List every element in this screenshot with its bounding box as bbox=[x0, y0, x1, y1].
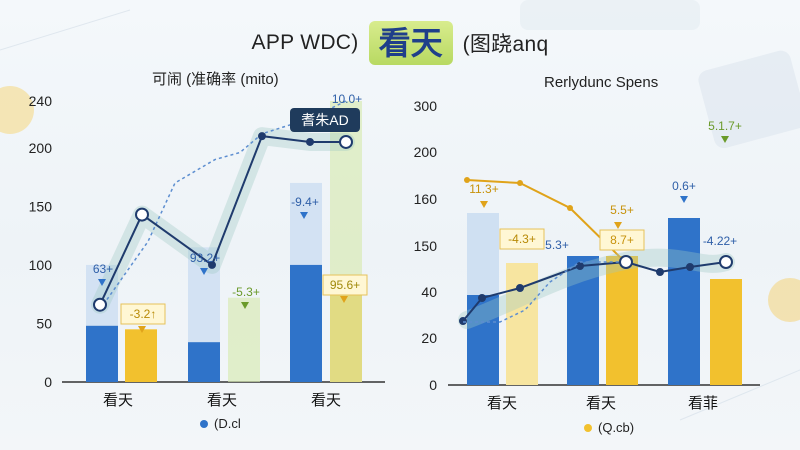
yellow-trend-line bbox=[466, 179, 626, 263]
trend-point bbox=[656, 268, 664, 276]
marker-triangle bbox=[98, 279, 106, 286]
y-tick-label: 100 bbox=[29, 257, 53, 273]
data-label: -4.3+ bbox=[508, 232, 536, 246]
bar-yellow bbox=[125, 329, 157, 382]
legend-dot-yellow bbox=[584, 423, 592, 432]
data-label: 5.1.7+ bbox=[708, 119, 742, 133]
marker-triangle bbox=[200, 268, 208, 275]
trend-point bbox=[258, 132, 266, 141]
y-tick-label: 20 bbox=[421, 330, 437, 346]
y-tick-label: 0 bbox=[44, 374, 52, 390]
bar-blue bbox=[86, 325, 118, 382]
marker-triangle bbox=[480, 201, 488, 208]
legend-dot-blue bbox=[200, 419, 208, 428]
marker-triangle bbox=[138, 326, 146, 333]
trend-point bbox=[306, 137, 314, 146]
data-label: -5.3+ bbox=[232, 285, 260, 299]
y-tick-label: 200 bbox=[29, 140, 53, 156]
y-tick-label: 300 bbox=[414, 98, 438, 114]
trend-point bbox=[208, 260, 216, 269]
title-right: (图跷anq bbox=[462, 33, 549, 56]
marker-triangle bbox=[241, 302, 249, 309]
trend-point bbox=[459, 317, 467, 325]
x-category-label: 看天 bbox=[487, 395, 517, 412]
x-category-label: 看菲 bbox=[688, 395, 718, 412]
left-chart-title: 可闹 (准确率 (mito) bbox=[152, 71, 279, 88]
x-category-label: 看天 bbox=[103, 392, 133, 409]
data-label: 10.0+ bbox=[332, 92, 362, 106]
yellow-trend-point bbox=[567, 205, 573, 211]
bar-green-light bbox=[228, 297, 260, 382]
legend-label: (Q.cb) bbox=[598, 420, 635, 435]
data-label-box bbox=[599, 229, 645, 251]
marker-triangle bbox=[680, 196, 688, 203]
data-label: -4.22+ bbox=[703, 234, 737, 248]
y-tick-label: 0 bbox=[429, 377, 437, 393]
data-label: 0.6+ bbox=[672, 179, 696, 193]
y-tick-label: 200 bbox=[414, 144, 438, 160]
dotted-trend-line bbox=[463, 261, 620, 323]
marker-triangle bbox=[614, 222, 622, 229]
data-label: 5.5+ bbox=[610, 203, 634, 217]
data-label: 8.7+ bbox=[610, 233, 634, 247]
y-tick-label: 150 bbox=[29, 198, 53, 214]
bar-blue bbox=[188, 342, 220, 382]
y-tick-label: 150 bbox=[414, 238, 438, 254]
legend-label: (D.cl bbox=[214, 416, 241, 431]
data-label: 11.3+ bbox=[469, 182, 498, 196]
x-category-label: 看天 bbox=[207, 392, 237, 409]
data-label-box bbox=[499, 228, 545, 250]
marker-triangle bbox=[340, 296, 348, 303]
bar-yellow-light bbox=[506, 263, 538, 385]
right-legend: (Q.cb) bbox=[584, 420, 634, 435]
left-legend: (D.cl bbox=[200, 416, 241, 431]
trend-point bbox=[686, 263, 694, 271]
trend-point bbox=[339, 134, 353, 149]
bar-yellow bbox=[606, 256, 638, 385]
trend-line bbox=[462, 260, 727, 322]
data-label: 95.6+ bbox=[330, 278, 360, 292]
data-label-box bbox=[322, 274, 368, 296]
bar-blue bbox=[668, 218, 700, 385]
title-highlight: 看天 bbox=[368, 21, 453, 65]
trend-point bbox=[619, 255, 633, 269]
data-label: 5.3+ bbox=[545, 238, 569, 252]
trend-point bbox=[135, 207, 149, 222]
title-left: APP WDC) bbox=[251, 31, 359, 54]
data-label: -9.4+ bbox=[291, 195, 319, 209]
trend-line bbox=[99, 135, 346, 306]
trend-point bbox=[478, 294, 486, 302]
y-tick-label: 40 bbox=[421, 284, 437, 300]
marker-triangle bbox=[300, 212, 308, 219]
data-label: 63+ bbox=[93, 262, 113, 276]
trend-point bbox=[516, 284, 524, 292]
y-tick-label: 50 bbox=[36, 315, 52, 331]
yellow-trend-point bbox=[464, 177, 470, 183]
trend-point bbox=[719, 255, 733, 269]
y-tick-label: 160 bbox=[414, 191, 438, 207]
y-tick-label: 240 bbox=[29, 93, 53, 109]
right-chart-title: Rerlydunc Spens bbox=[544, 74, 659, 91]
data-label: 93.2+ bbox=[190, 251, 220, 265]
marker-triangle bbox=[721, 136, 729, 143]
x-category-label: 看天 bbox=[586, 395, 616, 412]
header: APP WDC) 看天 (图跷anq bbox=[0, 18, 800, 68]
x-category-label: 看天 bbox=[311, 392, 341, 409]
data-label-box bbox=[120, 303, 166, 325]
trend-point bbox=[93, 297, 107, 312]
yellow-trend-point bbox=[517, 180, 523, 186]
callout-label: 耆朱AD bbox=[301, 112, 348, 128]
data-label: -3.2↑ bbox=[130, 307, 157, 321]
trend-point bbox=[576, 262, 584, 270]
bar-yellow bbox=[710, 279, 742, 385]
bar-blue bbox=[567, 256, 599, 385]
bar-blue bbox=[290, 264, 322, 382]
callout-box bbox=[290, 108, 360, 132]
